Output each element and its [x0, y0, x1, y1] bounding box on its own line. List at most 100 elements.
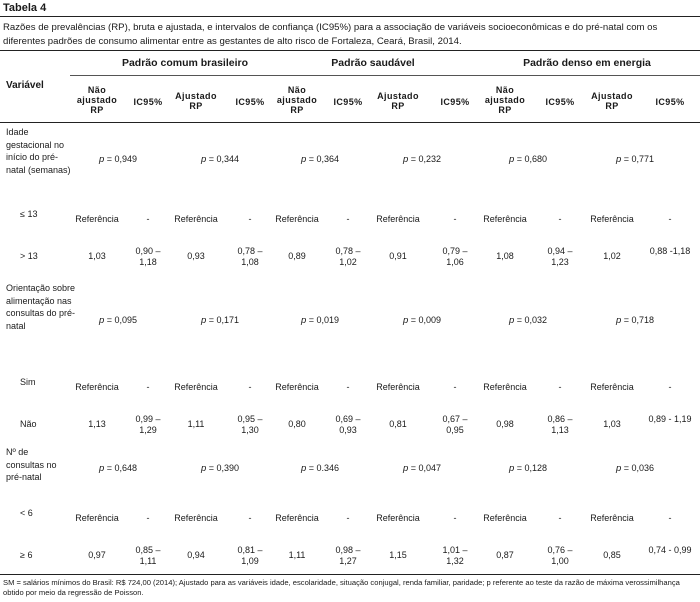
- subheader-unadjusted-rp-line: Não: [495, 85, 515, 95]
- table-cell: -: [346, 214, 350, 224]
- table-cell: 1,01 – 1,32: [442, 545, 468, 566]
- table-cell: 0,95 – 1,30: [237, 414, 263, 435]
- table-cell: 0,93: [187, 251, 205, 261]
- subheader-ic95-adjusted: IC95%: [440, 97, 470, 107]
- table-cell: 0,79 – 1,06: [442, 246, 468, 267]
- table-cell: 0,99 – 1,29: [135, 414, 161, 435]
- table-cell: 0,86 – 1,13: [547, 414, 573, 435]
- table-cell: 0,88 -1,18: [649, 246, 691, 256]
- table-cell: 0,97: [88, 550, 106, 560]
- table-cell: 1,11: [187, 419, 205, 429]
- subheader-adjusted-rp-line: Ajustado: [377, 91, 419, 101]
- table-cell: 1,03: [603, 419, 621, 429]
- table-cell: 0,81: [389, 419, 407, 429]
- table-cell: 0,74 - 0,99: [648, 545, 692, 555]
- subheader-ic95-adjusted: IC95%: [655, 97, 685, 107]
- table-cell: -: [558, 214, 562, 224]
- category-label-ge6: ≥ 6: [20, 550, 33, 560]
- rule-bottom: [0, 574, 700, 575]
- table-cell: Referência: [75, 214, 119, 224]
- table-cell: 0,81 – 1,09: [237, 545, 263, 566]
- table-cell: -: [146, 513, 150, 523]
- subheader-unadjusted-rp-line: ajustado: [76, 95, 118, 105]
- table-label: Tabela 4: [3, 2, 47, 14]
- category-label-lt6: < 6: [20, 508, 33, 518]
- table-cell: Referência: [275, 382, 319, 392]
- subheader-unadjusted-rp: Não ajustado RP: [67, 85, 127, 115]
- table-cell: 0,94: [187, 550, 205, 560]
- table-cell: Referência: [590, 382, 634, 392]
- table-cell: -: [668, 382, 672, 392]
- group-header-comum: Padrão comum brasileiro: [121, 57, 249, 69]
- subheader-unadjusted-rp-line: RP: [90, 105, 104, 115]
- p-value: p = 0,095: [98, 315, 138, 326]
- table-cell: Referência: [75, 513, 119, 523]
- p-value: p = 0,680: [508, 154, 548, 165]
- subheader-adjusted-rp-line: Ajustado: [591, 91, 633, 101]
- subheader-unadjusted-rp: Não ajustado RP: [267, 85, 327, 115]
- table-cell: Referência: [376, 214, 420, 224]
- subheader-ic95-unadjusted: IC95%: [333, 97, 363, 107]
- subheader-adjusted-rp-line: RP: [605, 101, 619, 111]
- p-value: p = 0.346: [300, 463, 340, 474]
- subheader-adjusted-rp-line: RP: [189, 101, 203, 111]
- subheader-adjusted-rp-line: RP: [391, 101, 405, 111]
- p-value: p = 0,949: [98, 154, 138, 165]
- p-value: p = 0,171: [200, 315, 240, 326]
- table-cell: -: [346, 513, 350, 523]
- category-label-le13: ≤ 13: [20, 209, 38, 219]
- table-cell: Referência: [376, 513, 420, 523]
- table-cell: 0,91: [389, 251, 407, 261]
- table-cell: Referência: [590, 214, 634, 224]
- table-cell: 0,78 – 1,02: [335, 246, 361, 267]
- p-value: p = 0,648: [98, 463, 138, 474]
- p-value: p = 0,232: [402, 154, 442, 165]
- subheader-ic95-unadjusted: IC95%: [133, 97, 163, 107]
- table-cell: -: [558, 382, 562, 392]
- p-value: p = 0,390: [200, 463, 240, 474]
- subheader-adjusted-rp-line: Ajustado: [175, 91, 217, 101]
- table-cell: Referência: [590, 513, 634, 523]
- rule-top: [0, 16, 700, 17]
- subheader-unadjusted-rp-line: Não: [87, 85, 107, 95]
- table-cell: 0,87: [496, 550, 514, 560]
- subheader-unadjusted-rp-line: ajustado: [484, 95, 526, 105]
- table-cell: Referência: [376, 382, 420, 392]
- table-cell: 0,90 – 1,18: [135, 246, 161, 267]
- table-cell: 0,85 – 1,11: [135, 545, 161, 566]
- table-cell: 0,69 – 0,93: [335, 414, 361, 435]
- table-cell: 1,02: [603, 251, 621, 261]
- table-cell: 0,94 – 1,23: [547, 246, 573, 267]
- table-cell: 0,89 - 1,19: [648, 414, 692, 424]
- subheader-adjusted-rp: Ajustado RP: [368, 91, 428, 111]
- table-cell: -: [248, 513, 252, 523]
- rule-header: [0, 122, 700, 123]
- group-header-denso: Padrão denso em energia: [523, 57, 651, 69]
- category-label-nao: Não: [20, 419, 37, 429]
- p-value: p = 0,771: [615, 154, 655, 165]
- subheader-unadjusted-rp-line: Não: [287, 85, 307, 95]
- table-cell: 0,85: [603, 550, 621, 560]
- table-cell: 1,15: [389, 550, 407, 560]
- p-value: p = 0,364: [300, 154, 340, 165]
- p-value: p = 0,032: [508, 315, 548, 326]
- table-cell: Referência: [483, 382, 527, 392]
- variable-header: Variável: [6, 80, 44, 91]
- table-cell: Referência: [174, 513, 218, 523]
- table-cell: 0,98: [496, 419, 514, 429]
- category-label-sim: Sim: [20, 377, 36, 387]
- table-cell: -: [453, 214, 457, 224]
- table-cell: -: [558, 513, 562, 523]
- subheader-unadjusted-rp-line: RP: [498, 105, 512, 115]
- table-cell: 0,67 – 0,95: [442, 414, 468, 435]
- table-cell: Referência: [174, 382, 218, 392]
- table-cell: Referência: [483, 513, 527, 523]
- variable-label-orientacao: Orientação sobre alimentação nas consult…: [6, 283, 76, 331]
- subheader-unadjusted-rp-line: ajustado: [276, 95, 318, 105]
- subheader-adjusted-rp: Ajustado RP: [582, 91, 642, 111]
- p-value: p = 0,718: [615, 315, 655, 326]
- subheader-ic95-unadjusted: IC95%: [545, 97, 575, 107]
- table-cell: Referência: [483, 214, 527, 224]
- p-value: p = 0,009: [402, 315, 442, 326]
- table-cell: Referência: [75, 382, 119, 392]
